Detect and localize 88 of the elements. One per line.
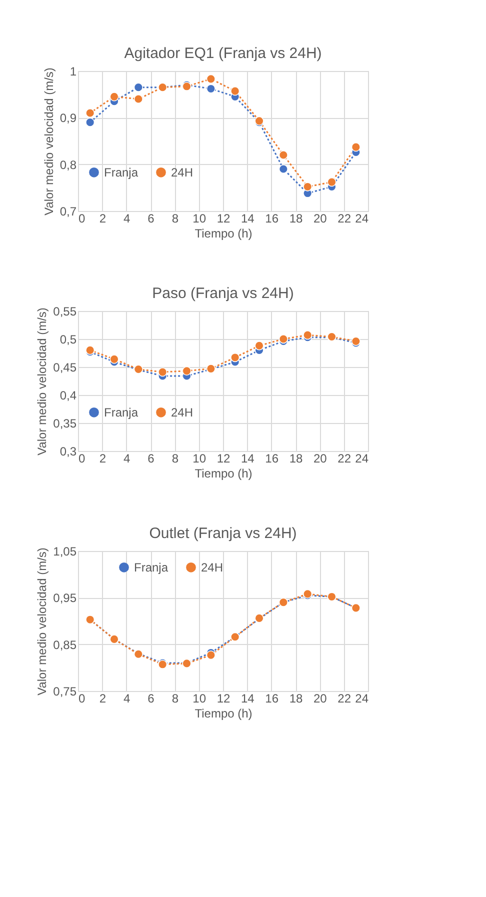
y-axis-title: Valor medio velocidad (m/s) [42,68,56,216]
x-tick-label: 4 [123,212,130,226]
x-tick-label: 14 [240,692,255,706]
point [158,367,168,377]
x-tick-label: 6 [148,452,155,466]
x-tick-label: 2 [99,692,106,706]
point [86,108,95,118]
x-tick-label: 20 [313,452,328,466]
x-tick-label: 16 [265,692,279,706]
x-axis-title: Tiempo (h) [194,466,252,480]
x-tick-label: 22 [338,452,352,466]
y-tick-label: 0,8 [60,158,77,172]
y-tick-label: 1 [70,64,77,78]
x-axis-title: Tiempo (h) [194,226,252,240]
x-tick-label: 0 [78,212,86,226]
legend-label: Franja [134,560,168,574]
y-tick-label: 0,75 [53,684,77,698]
point [303,182,312,192]
x-tick-label: 14 [240,452,255,466]
x-tick-label: 2 [99,452,106,466]
point [230,352,240,362]
x-tick-label: 8 [172,212,179,226]
point [351,142,360,152]
point [278,334,288,344]
y-tick-label: 0,7 [60,204,77,218]
x-tick-label: 8 [172,692,179,706]
x-tick-label: 8 [172,452,179,466]
x-tick-label: 22 [338,692,352,706]
chart-title: Paso (Franja vs 24H) [152,285,294,302]
point [278,164,288,174]
point [230,86,240,96]
x-tick-label: 22 [338,212,352,226]
y-tick-label: 0,5 [60,332,77,346]
legend-label: Franja [104,405,138,420]
y-tick-label: 0,95 [53,591,77,606]
x-tick-label: 10 [192,452,206,466]
x-tick-label: 4 [123,452,130,466]
x-tick-label: 24 [355,452,369,466]
point [254,341,264,350]
x-tick-label: 24 [355,692,369,706]
point [206,650,216,660]
y-tick-label: 0,55 [53,304,77,318]
x-axis-title: Tiempo (h) [194,706,252,720]
x-tick-label: 18 [289,212,303,226]
y-axis-title: Valor medio velocidad (m/s) [35,308,50,456]
point [134,94,143,104]
point [86,118,95,127]
point [278,150,288,160]
x-tick-label: 18 [289,692,303,706]
y-tick-label: 0,9 [60,111,77,126]
point [327,177,336,187]
x-tick-label: 24 [355,212,369,226]
x-tick-label: 6 [148,212,155,226]
y-tick-label: 0,4 [60,388,77,402]
point [134,82,143,92]
x-tick-label: 12 [216,212,230,226]
x-tick-label: 18 [289,452,303,466]
point [206,84,216,94]
x-tick-label: 0 [78,452,86,466]
x-tick-label: 16 [265,212,279,226]
x-tick-label: 16 [265,452,279,466]
x-tick-label: 4 [123,692,130,706]
y-tick-label: 0,3 [60,444,77,458]
x-tick-label: 10 [192,212,206,226]
x-tick-label: 6 [148,692,155,706]
legend-label: 24H [201,560,224,574]
y-axis-title: Valor medio velocidad (m/s) [35,548,50,696]
y-tick-label: 0,35 [53,416,77,430]
x-tick-label: 14 [240,212,255,226]
x-tick-label: 12 [216,452,230,466]
legend-label: Franja [104,165,138,180]
chart-title: Agitador EQ1 (Franja vs 24H) [124,45,322,62]
x-tick-label: 2 [99,212,106,226]
x-tick-label: 20 [313,692,328,706]
legend-label: 24H [171,165,194,180]
x-tick-label: 12 [216,692,230,706]
point [206,74,216,84]
y-tick-label: 1,05 [53,544,77,558]
point [182,366,192,376]
point [110,354,119,364]
legend-label: 24H [171,405,194,420]
x-tick-label: 20 [313,212,328,226]
point [110,92,119,102]
y-tick-label: 0,45 [53,360,77,374]
chart-title: Outlet (Franja vs 24H) [149,525,297,542]
y-tick-label: 0,85 [53,638,77,652]
x-tick-label: 0 [78,692,86,706]
x-tick-label: 10 [192,692,206,706]
